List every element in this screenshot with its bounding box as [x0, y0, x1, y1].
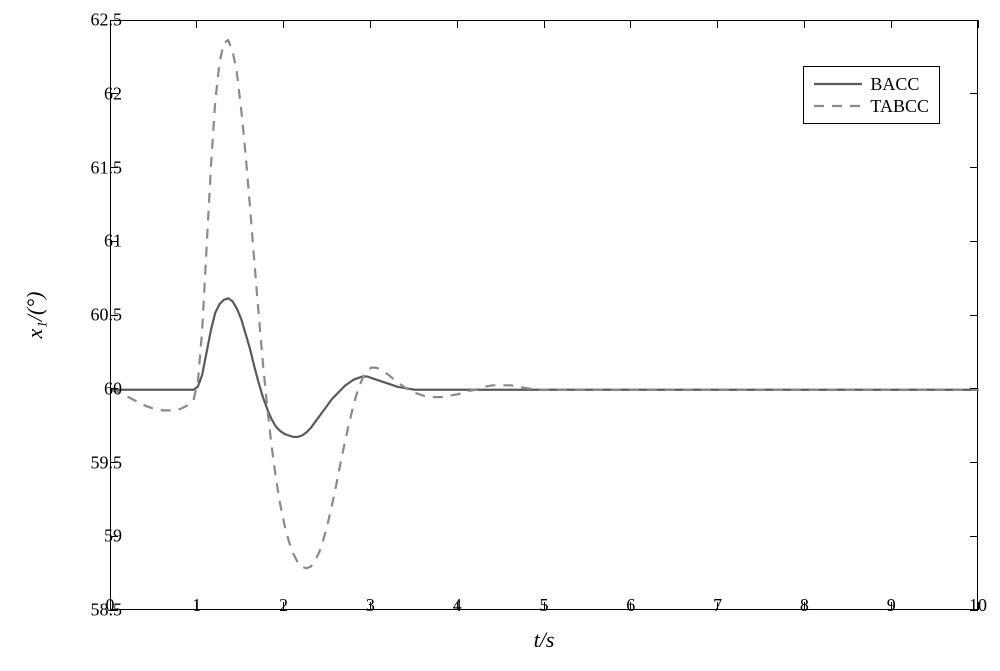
x-tick-label: 3: [366, 595, 375, 616]
x-tick-label: 5: [540, 595, 549, 616]
y-tick: [970, 536, 978, 537]
x-tick: [196, 20, 197, 28]
x-tick-label: 8: [800, 595, 809, 616]
x-tick-label: 6: [626, 595, 635, 616]
y-tick: [970, 462, 978, 463]
x-tick-label: 0: [106, 595, 115, 616]
x-tick: [457, 20, 458, 28]
x-tick: [717, 20, 718, 28]
x-tick-label: 2: [279, 595, 288, 616]
x-tick: [804, 20, 805, 28]
y-tick-label: 61.5: [91, 157, 123, 178]
x-tick-label: 1: [192, 595, 201, 616]
y-tick: [970, 167, 978, 168]
x-tick: [283, 20, 284, 28]
y-tick-label: 62.5: [91, 10, 123, 31]
legend-line-icon: [814, 74, 862, 94]
x-tick: [630, 20, 631, 28]
series-bacc: [111, 298, 979, 437]
legend-label: BACC: [870, 74, 919, 95]
x-tick: [370, 20, 371, 28]
y-tick: [970, 241, 978, 242]
y-axis-label: x₁/(°): [22, 292, 48, 339]
x-tick-label: 7: [713, 595, 722, 616]
y-tick-label: 59: [104, 526, 122, 547]
y-tick: [970, 93, 978, 94]
legend-line-icon: [814, 96, 862, 116]
x-tick-label: 9: [887, 595, 896, 616]
y-tick: [970, 388, 978, 389]
legend-row: BACC: [814, 73, 929, 95]
x-tick: [891, 20, 892, 28]
y-tick-label: 61: [104, 231, 122, 252]
x-tick: [544, 20, 545, 28]
x-tick: [978, 20, 979, 28]
legend-label: TABCC: [870, 96, 929, 117]
legend: BACCTABCC: [803, 66, 940, 124]
legend-row: TABCC: [814, 95, 929, 117]
x-axis-label: t/s: [534, 627, 555, 653]
y-tick-label: 62: [104, 83, 122, 104]
y-tick-label: 60: [104, 378, 122, 399]
y-tick-label: 60.5: [91, 305, 123, 326]
x-tick-label: 10: [969, 595, 987, 616]
y-tick-label: 59.5: [91, 452, 123, 473]
x-tick-label: 4: [453, 595, 462, 616]
y-tick: [970, 315, 978, 316]
